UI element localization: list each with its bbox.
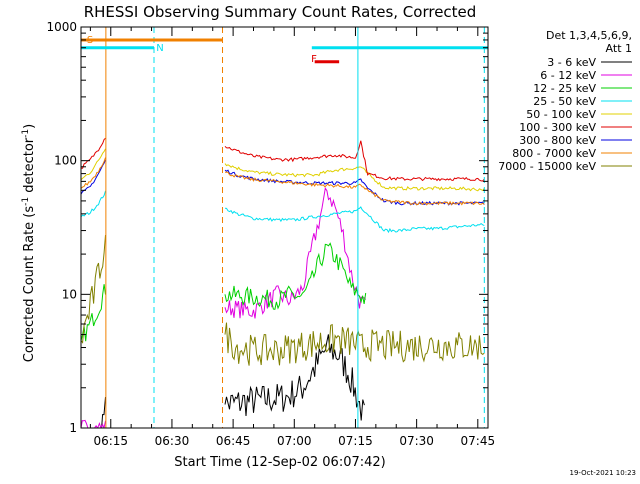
x-tick-label: 07:00 bbox=[277, 434, 312, 448]
series-line-800-7000-kev bbox=[81, 157, 485, 206]
series-line-12-25-kev bbox=[81, 242, 367, 342]
plot-area: S N F bbox=[81, 27, 488, 428]
legend-label: 25 - 50 keV bbox=[533, 95, 596, 108]
y-axis-label-sup: -1 bbox=[21, 129, 31, 138]
x-tick-label: 06:30 bbox=[155, 434, 190, 448]
x-tick-label: 07:45 bbox=[461, 434, 496, 448]
axes: 1 10 100 1000 06:15 06:30 06:45 07:00 07:15 07:30… bbox=[46, 20, 495, 448]
flag-n-label: N bbox=[156, 43, 163, 54]
y-tick-label: 1 bbox=[69, 421, 77, 435]
series-line-7000-15000-kev bbox=[81, 234, 485, 366]
legend-label: 6 - 12 keV bbox=[540, 69, 596, 82]
legend-label: 3 - 6 keV bbox=[547, 56, 596, 69]
chart-title: RHESSI Observing Summary Count Rates, Co… bbox=[84, 3, 477, 21]
legend-label: 800 - 7000 keV bbox=[512, 147, 596, 160]
series-line-6-12-kev bbox=[81, 186, 367, 428]
flag-f-label: F bbox=[311, 54, 317, 65]
series-line-3-6-kev bbox=[100, 334, 365, 428]
y-tick-label: 100 bbox=[54, 154, 77, 168]
x-tick-label: 06:15 bbox=[93, 434, 128, 448]
legend-label: 7000 - 15000 keV bbox=[498, 160, 596, 173]
plot-frame bbox=[80, 26, 489, 429]
x-tick-label: 07:15 bbox=[338, 434, 373, 448]
plot-clipped bbox=[81, 27, 488, 428]
series-line-300-800-kev bbox=[81, 159, 485, 206]
y-axis-label-part: detector bbox=[22, 137, 37, 197]
flag-s-label: S bbox=[87, 35, 93, 46]
series-line-50-100-kev bbox=[81, 148, 485, 192]
series-line-100-300-kev bbox=[81, 137, 485, 182]
timestamp: 19-Oct-2021 10:23 bbox=[570, 469, 636, 477]
legend-header-line: Att 1 bbox=[606, 42, 632, 55]
y-axis-label-part: ) bbox=[22, 124, 37, 129]
series-line-25-50-kev bbox=[81, 190, 485, 234]
y-axis-label-part: Corrected Count Rate (s bbox=[22, 206, 37, 363]
x-tick-label: 06:45 bbox=[216, 434, 251, 448]
legend-label: 300 - 800 keV bbox=[519, 134, 596, 147]
x-tick-label: 07:30 bbox=[399, 434, 434, 448]
y-axis-label-sup: -1 bbox=[21, 197, 31, 206]
legend-label: 100 - 300 keV bbox=[519, 121, 596, 134]
legend-label: 50 - 100 keV bbox=[526, 108, 596, 121]
y-tick-label: 1000 bbox=[46, 20, 77, 34]
x-axis-label: Start Time (12-Sep-02 06:07:42) bbox=[174, 455, 385, 470]
legend-label: 12 - 25 keV bbox=[533, 82, 596, 95]
legend-header-line: Det 1,3,4,5,6,9, bbox=[546, 29, 632, 42]
y-axis-label: Corrected Count Rate (s-1 detector-1) bbox=[21, 124, 37, 362]
y-tick-label: 10 bbox=[62, 287, 77, 301]
